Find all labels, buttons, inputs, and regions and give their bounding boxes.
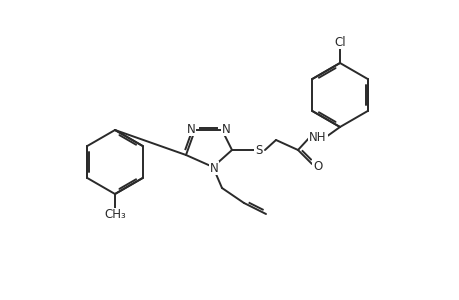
Text: N: N bbox=[209, 161, 218, 175]
Text: CH₃: CH₃ bbox=[104, 208, 126, 221]
Text: NH: NH bbox=[308, 130, 326, 143]
Text: Cl: Cl bbox=[333, 35, 345, 49]
Text: N: N bbox=[221, 122, 230, 136]
Text: O: O bbox=[313, 160, 322, 172]
Text: N: N bbox=[186, 122, 195, 136]
Text: S: S bbox=[255, 143, 262, 157]
